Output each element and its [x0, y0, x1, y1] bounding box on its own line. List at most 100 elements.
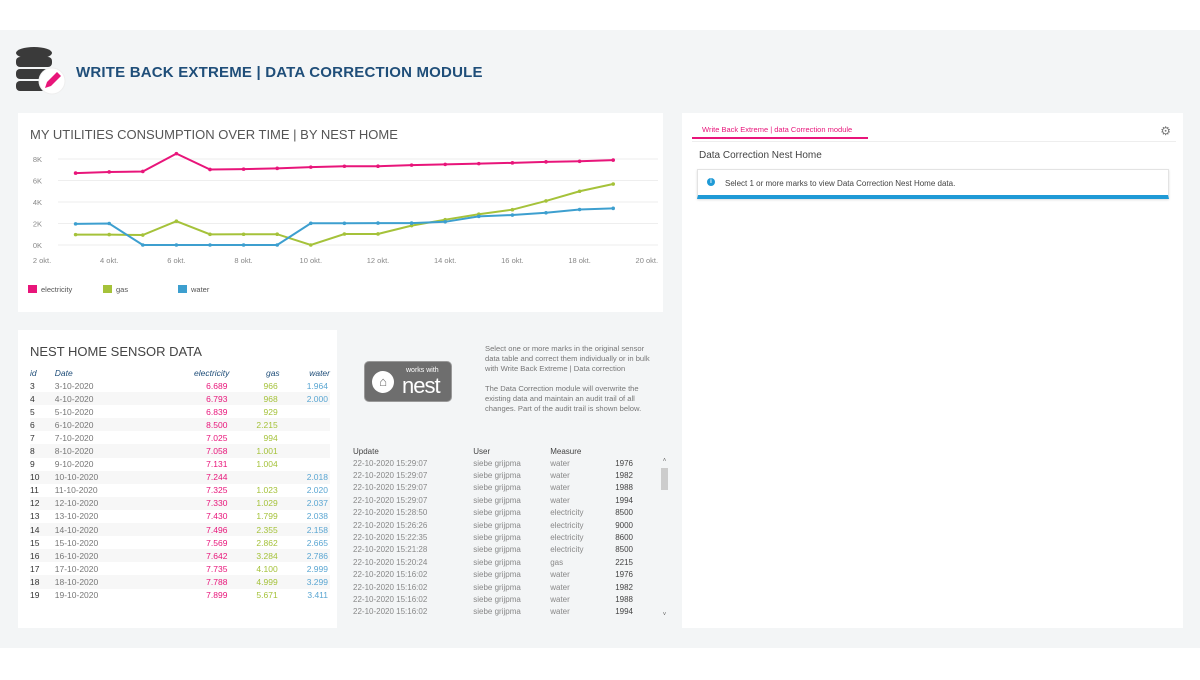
cell-water[interactable] [279, 418, 330, 432]
cell-date[interactable]: 6-10-2020 [54, 418, 153, 432]
cell-date[interactable]: 5-10-2020 [54, 406, 94, 417]
cell-gas[interactable]: 3.284 [229, 549, 280, 563]
electricity-point[interactable] [577, 159, 582, 164]
cell-id[interactable]: 12 [30, 496, 55, 510]
table-row[interactable]: 5 5-10-2020 6.839 929 [30, 405, 330, 418]
cell-date[interactable]: 16-10-2020 [54, 549, 153, 563]
cell-water[interactable]: 2.020 [306, 485, 328, 496]
cell-water[interactable]: 2.018 [279, 470, 330, 484]
cell-gas[interactable]: 2.215 [229, 418, 280, 432]
cell-electricity[interactable]: 7.325 [206, 485, 228, 496]
electricity-point[interactable] [376, 164, 380, 169]
cell-water[interactable] [280, 405, 330, 418]
cell-id[interactable]: 14 [30, 523, 55, 537]
table-row[interactable]: 12 12-10-2020 7.330 1.029 2.037 [30, 496, 330, 510]
water-point[interactable] [208, 243, 212, 247]
water-point[interactable] [342, 221, 347, 226]
cell-id[interactable]: 11 [30, 485, 39, 496]
cell-water[interactable]: 3.299 [279, 575, 330, 589]
table-row[interactable]: 15 15-10-2020 7.569 2.862 2.665 [30, 536, 330, 549]
cell-gas[interactable]: 5.671 [256, 590, 278, 601]
cell-electricity[interactable]: 7.025 [206, 432, 228, 443]
cell-gas[interactable]: 966 [263, 380, 278, 391]
cell-gas[interactable]: 929 [263, 406, 278, 417]
water-point[interactable] [107, 221, 111, 226]
water-point[interactable] [376, 221, 380, 225]
table-row[interactable]: 9 9-10-2020 7.131 1.004 [30, 458, 330, 471]
cell-date[interactable]: 19-10-2020 [54, 590, 99, 601]
cell-water[interactable] [280, 431, 330, 444]
cell-date[interactable]: 13-10-2020 [54, 511, 99, 522]
cell-id[interactable]: 5 [30, 406, 35, 417]
cell-gas[interactable]: 4.999 [229, 575, 280, 589]
cell-water[interactable]: 2.038 [306, 511, 328, 522]
electricity-point[interactable] [544, 160, 548, 164]
water-point[interactable] [275, 243, 280, 247]
cell-water[interactable]: 3.411 [307, 590, 328, 601]
table-row[interactable]: 8 8-10-2020 7.058 1.001 [30, 444, 330, 458]
gas-point[interactable] [275, 232, 280, 237]
cell-electricity[interactable]: 7.735 [206, 563, 228, 574]
cell-id[interactable]: 6 [30, 418, 55, 432]
electricity-point[interactable] [309, 165, 313, 169]
cell-gas[interactable]: 968 [229, 392, 280, 406]
electricity-point[interactable] [73, 171, 78, 175]
water-point[interactable] [141, 243, 145, 247]
table-row[interactable]: 14 14-10-2020 7.496 2.355 2.158 [30, 523, 330, 537]
table-row[interactable]: 13 13-10-2020 7.430 1.799 2.038 [30, 510, 330, 523]
cell-water[interactable]: 1.964 [306, 380, 328, 391]
cell-id[interactable]: 9 [30, 459, 35, 470]
cell-gas[interactable]: 994 [263, 432, 278, 443]
gas-point[interactable] [141, 233, 145, 237]
cell-water[interactable]: 2.999 [306, 563, 328, 574]
water-point[interactable] [309, 221, 313, 226]
electricity-point[interactable] [174, 151, 179, 156]
gas-point[interactable] [208, 232, 212, 237]
cell-electricity[interactable]: 7.244 [152, 470, 230, 484]
cell-date[interactable]: 17-10-2020 [54, 563, 99, 574]
water-point[interactable] [409, 221, 414, 225]
table-row[interactable]: 11 11-10-2020 7.325 1.023 2.020 [30, 484, 330, 497]
cell-date[interactable]: 12-10-2020 [54, 496, 153, 510]
cell-electricity[interactable]: 6.839 [206, 406, 228, 417]
cell-gas[interactable]: 1.001 [229, 444, 280, 458]
electricity-point[interactable] [208, 167, 212, 172]
cell-electricity[interactable]: 6.689 [206, 380, 228, 391]
electricity-point[interactable] [241, 167, 246, 171]
electricity-line[interactable] [75, 152, 614, 175]
cell-electricity[interactable]: 7.058 [152, 444, 230, 458]
cell-date[interactable]: 4-10-2020 [54, 392, 153, 406]
gas-point[interactable] [309, 243, 313, 247]
cell-id[interactable]: 4 [30, 392, 55, 406]
cell-electricity[interactable]: 7.430 [206, 511, 228, 522]
electricity-point[interactable] [107, 170, 111, 174]
water-point[interactable] [577, 207, 582, 212]
cell-gas[interactable]: 4.100 [256, 563, 278, 574]
cell-water[interactable]: 2.665 [306, 537, 328, 548]
cell-id[interactable]: 3 [30, 380, 35, 391]
electricity-point[interactable] [342, 164, 347, 169]
cell-electricity[interactable]: 7.496 [152, 523, 230, 537]
cell-water[interactable]: 2.158 [279, 523, 330, 537]
water-point[interactable] [544, 210, 548, 215]
cell-electricity[interactable]: 7.569 [206, 537, 228, 548]
gas-point[interactable] [73, 232, 78, 237]
cell-id[interactable]: 15 [30, 537, 40, 548]
cell-id[interactable]: 18 [30, 575, 55, 589]
gas-point[interactable] [107, 232, 111, 237]
cell-date[interactable]: 8-10-2020 [54, 444, 153, 458]
cell-gas[interactable]: 1.023 [256, 485, 278, 496]
sensor-data-table[interactable]: id Date electricity gas water 3 3-10-2020 6.689… [30, 367, 330, 602]
cell-date[interactable]: 14-10-2020 [54, 523, 153, 537]
electricity-point[interactable] [510, 161, 515, 165]
cell-electricity[interactable]: 7.131 [206, 459, 228, 470]
table-row[interactable]: 6 6-10-2020 8.500 2.215 [30, 418, 330, 432]
cell-date[interactable]: 15-10-2020 [54, 537, 99, 548]
gas-point[interactable] [376, 232, 380, 236]
cell-water[interactable]: 2.786 [279, 549, 330, 563]
table-row[interactable]: 4 4-10-2020 6.793 968 2.000 [30, 392, 330, 406]
scroll-up-icon[interactable]: ˄ [662, 458, 667, 464]
cell-gas[interactable]: 2.355 [229, 523, 280, 537]
electricity-point[interactable] [611, 158, 615, 162]
scroll-thumb[interactable] [661, 468, 668, 490]
